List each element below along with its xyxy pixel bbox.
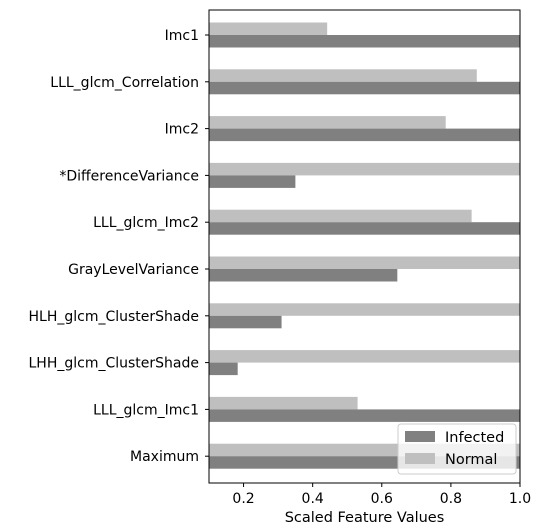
x-tick-label: 0.6 bbox=[371, 491, 393, 507]
x-axis-title: Scaled Feature Values bbox=[285, 510, 445, 526]
x-tick-label: 0.4 bbox=[302, 491, 324, 507]
y-tick-label: LLL_glcm_Correlation bbox=[50, 75, 199, 91]
legend-label-normal: Normal bbox=[445, 452, 497, 468]
legend-swatch-infected bbox=[405, 431, 435, 442]
bar-infected-lll-glcm-correlation bbox=[209, 81, 520, 95]
x-tick-label: 1.0 bbox=[509, 491, 531, 507]
y-tick-label: GrayLevelVariance bbox=[68, 262, 199, 278]
bar-infected-differencevariance bbox=[209, 175, 296, 188]
bar-normal-imc1 bbox=[209, 22, 328, 35]
bar-infected-imc1 bbox=[209, 35, 520, 48]
y-tick-label: HLH_glcm_ClusterShade bbox=[29, 309, 200, 325]
axes-box bbox=[208, 9, 521, 484]
x-axis: 0.2 0.4 0.6 0.8 1.0 bbox=[232, 483, 531, 507]
bar-normal-graylevelvariance bbox=[209, 256, 520, 269]
bars-layer bbox=[209, 22, 520, 469]
y-tick-label: Imc1 bbox=[165, 28, 199, 44]
bar-normal-lll-glcm-imc1 bbox=[209, 396, 358, 410]
bar-infected-graylevelvariance bbox=[209, 269, 398, 282]
y-tick-label: LLL_glcm_Imc2 bbox=[93, 215, 199, 231]
bar-normal-lhh-glcm-clustershade bbox=[209, 350, 520, 363]
bar-normal-differencevariance bbox=[209, 162, 520, 176]
legend-label-infected: Infected bbox=[445, 430, 504, 446]
plot-frame bbox=[208, 9, 521, 484]
bar-infected-imc2 bbox=[209, 128, 520, 142]
bar-normal-lll-glcm-imc2 bbox=[209, 209, 472, 223]
y-axis: Imc1 LLL_glcm_Correlation Imc2 *DifferenceV… bbox=[29, 28, 209, 465]
y-tick-label: Imc2 bbox=[165, 122, 199, 138]
y-tick-label: Maximum bbox=[130, 449, 199, 465]
bar-infected-hlh-glcm-clustershade bbox=[209, 315, 282, 329]
bar-normal-hlh-glcm-clustershade bbox=[209, 303, 520, 316]
y-tick-label: LLL_glcm_Imc1 bbox=[93, 402, 199, 418]
bar-infected-lll-glcm-imc1 bbox=[209, 409, 520, 422]
bar-normal-lll-glcm-correlation bbox=[209, 69, 477, 82]
x-tick-label: 0.2 bbox=[232, 491, 254, 507]
legend: Infected Normal bbox=[397, 423, 517, 475]
bar-infected-lll-glcm-imc2 bbox=[209, 222, 520, 235]
y-tick-label: *DifferenceVariance bbox=[59, 168, 199, 184]
x-tick-label: 0.8 bbox=[440, 491, 462, 507]
legend-swatch-normal bbox=[405, 453, 435, 464]
y-tick-label: LHH_glcm_ClusterShade bbox=[29, 356, 200, 372]
bar-normal-imc2 bbox=[209, 116, 446, 129]
bar-infected-lhh-glcm-clustershade bbox=[209, 362, 238, 376]
